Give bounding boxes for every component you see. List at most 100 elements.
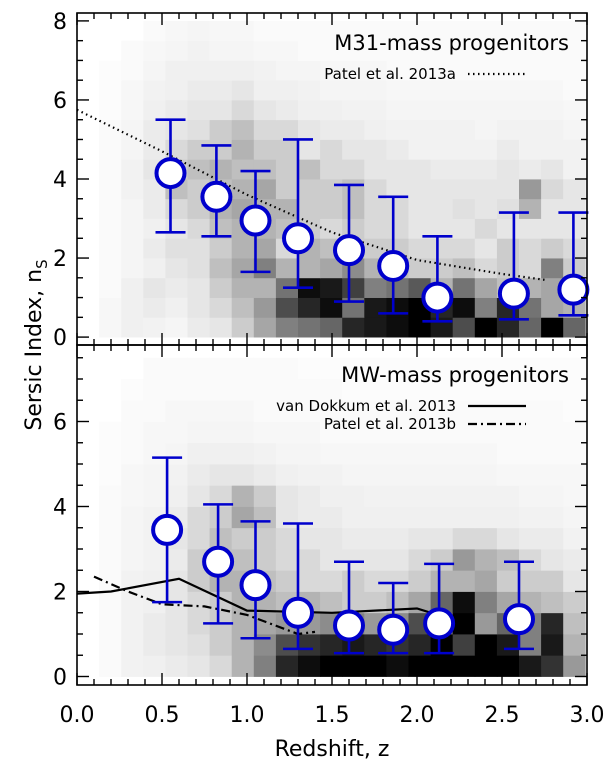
heatmap-cell bbox=[408, 218, 431, 239]
heatmap-cell bbox=[408, 655, 431, 677]
heatmap-cell bbox=[430, 379, 454, 401]
heatmap-cell bbox=[342, 80, 365, 101]
heatmap-cell bbox=[563, 506, 586, 529]
heatmap-cell bbox=[474, 258, 498, 279]
heatmap-cell bbox=[364, 506, 387, 529]
heatmap-cell bbox=[430, 198, 454, 219]
heatmap-cell bbox=[165, 485, 188, 507]
heatmap-cell bbox=[430, 139, 454, 160]
heatmap-cell bbox=[452, 179, 476, 200]
heatmap-cell bbox=[408, 139, 431, 160]
x-axis-title: Redshift, z bbox=[275, 737, 390, 762]
heatmap-cell bbox=[364, 442, 387, 465]
heatmap-cell bbox=[143, 612, 166, 635]
y-tick-label: 4 bbox=[53, 168, 67, 193]
heatmap-cell bbox=[121, 421, 144, 444]
heatmap-cell bbox=[231, 317, 255, 338]
heatmap-cell bbox=[209, 40, 233, 61]
heatmap-cell bbox=[143, 655, 166, 677]
heatmap-cell bbox=[231, 506, 255, 529]
data-point bbox=[557, 273, 590, 306]
x-tick-label: 2.0 bbox=[400, 703, 435, 728]
heatmap-cell bbox=[165, 218, 188, 239]
heatmap-cell bbox=[231, 655, 255, 677]
heatmap-cell bbox=[474, 40, 498, 61]
heatmap-cell bbox=[275, 40, 299, 61]
heatmap-cell bbox=[253, 238, 277, 259]
heatmap-cell bbox=[386, 357, 409, 380]
heatmap-cell bbox=[121, 40, 144, 61]
heatmap-cell bbox=[519, 238, 542, 259]
heatmap-cell bbox=[563, 139, 586, 160]
heatmap-cell bbox=[519, 139, 542, 160]
heatmap-cell bbox=[187, 464, 210, 486]
heatmap-cell bbox=[320, 277, 343, 298]
heatmap-cell bbox=[253, 99, 277, 121]
heatmap-cell bbox=[541, 80, 564, 101]
heatmap-cell bbox=[253, 258, 277, 279]
heatmap-cell bbox=[209, 379, 233, 401]
heatmap-cell bbox=[452, 549, 476, 571]
heatmap-cell bbox=[342, 655, 365, 677]
heatmap-cell bbox=[121, 218, 144, 239]
heatmap-cell bbox=[275, 60, 299, 81]
heatmap-cell bbox=[165, 20, 188, 42]
heatmap-cell bbox=[563, 527, 586, 550]
data-point bbox=[377, 613, 410, 646]
y-tick-label: 0 bbox=[53, 326, 67, 351]
heatmap-cell bbox=[298, 379, 321, 401]
heatmap-cell bbox=[452, 570, 476, 592]
heatmap-cell bbox=[143, 238, 166, 259]
heatmap-cell bbox=[474, 317, 498, 338]
heatmap-cell bbox=[99, 60, 122, 81]
heatmap-cell bbox=[187, 442, 210, 465]
heatmap-cell bbox=[519, 485, 542, 507]
heatmap-cell bbox=[496, 99, 520, 121]
data-point bbox=[239, 204, 272, 237]
heatmap-cell bbox=[496, 357, 520, 380]
heatmap-cell bbox=[320, 570, 343, 592]
heatmap-cell bbox=[364, 297, 387, 318]
heatmap-cell bbox=[430, 655, 454, 677]
heatmap-cell bbox=[187, 99, 210, 121]
heatmap-cell bbox=[187, 20, 210, 42]
heatmap-cell bbox=[187, 80, 210, 101]
heatmap-cell bbox=[541, 317, 564, 338]
heatmap-cell bbox=[121, 139, 144, 160]
heatmap-cell bbox=[275, 379, 299, 401]
heatmap-cell bbox=[519, 506, 542, 529]
heatmap-cell bbox=[187, 40, 210, 61]
heatmap-cell bbox=[452, 591, 476, 614]
heatmap-cell bbox=[298, 119, 321, 140]
heatmap-cell bbox=[519, 549, 542, 571]
heatmap-cell bbox=[364, 198, 387, 219]
heatmap-cell bbox=[99, 442, 122, 465]
heatmap-cell bbox=[275, 655, 299, 677]
heatmap-cell bbox=[231, 549, 255, 571]
heatmap-cell bbox=[541, 400, 564, 422]
heatmap-cell bbox=[253, 421, 277, 444]
heatmap-cell bbox=[253, 527, 277, 550]
data-point bbox=[377, 249, 410, 282]
heatmap-cell bbox=[474, 485, 498, 507]
heatmap-cell bbox=[452, 612, 476, 635]
heatmap-cell bbox=[143, 549, 166, 571]
heatmap-cell bbox=[298, 179, 321, 200]
heatmap-cell bbox=[364, 238, 387, 259]
heatmap-cell bbox=[408, 119, 431, 140]
x-tick-label: 3.0 bbox=[570, 703, 605, 728]
data-point bbox=[497, 277, 530, 310]
heatmap-cell bbox=[231, 179, 255, 200]
heatmap-cell bbox=[386, 421, 409, 444]
y-tick-label: 6 bbox=[53, 411, 67, 436]
heatmap-cell bbox=[364, 357, 387, 380]
heatmap-cell bbox=[408, 159, 431, 180]
heatmap-cell bbox=[253, 357, 277, 380]
heatmap-cell bbox=[320, 379, 343, 401]
heatmap-cell bbox=[496, 317, 520, 338]
heatmap-cell bbox=[474, 400, 498, 422]
heatmap-cell bbox=[342, 400, 365, 422]
heatmap-cell bbox=[474, 570, 498, 592]
heatmap-cell bbox=[342, 527, 365, 550]
heatmap-cell bbox=[187, 379, 210, 401]
